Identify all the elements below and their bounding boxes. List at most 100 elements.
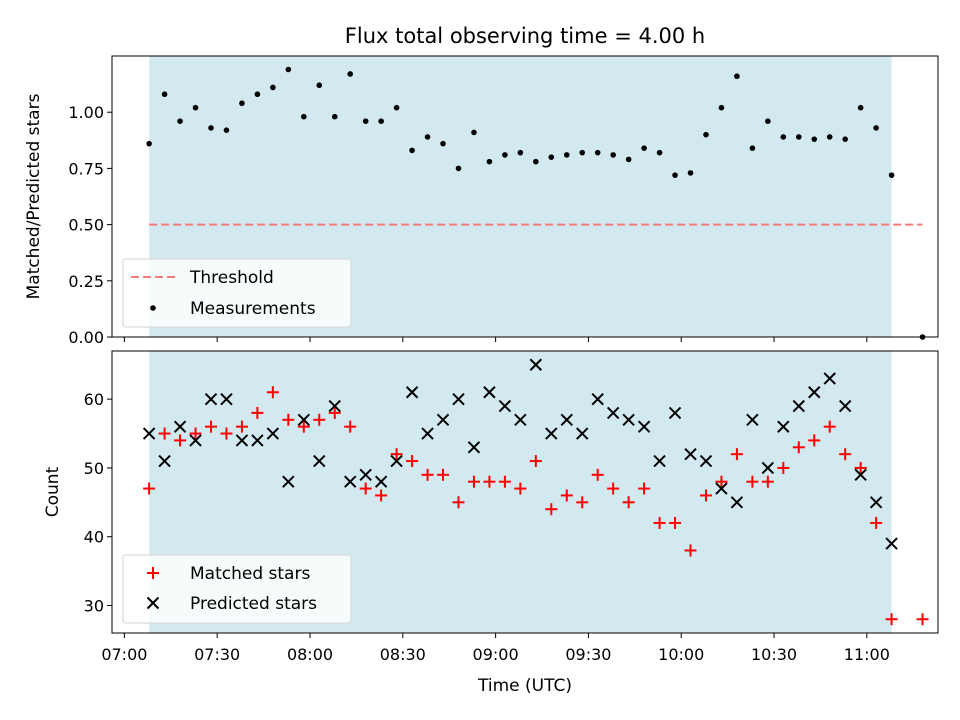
measurement-point — [842, 136, 848, 142]
matched-star-point — [344, 420, 357, 433]
predicted-star-point — [359, 468, 372, 482]
predicted-star-point — [684, 447, 697, 461]
x-tick-label: 07:30 — [194, 645, 240, 664]
legend-measurements-swatch — [150, 305, 156, 311]
matched-star-point — [669, 516, 682, 529]
predicted-star-point — [715, 482, 728, 495]
measurement-point — [146, 140, 152, 147]
predicted-star-point — [452, 392, 465, 406]
y-tick-label: 50 — [84, 459, 104, 478]
bottom-y-ticks: 30 40 50 60 — [84, 390, 112, 615]
predicted-star-point — [854, 468, 867, 482]
matched-star-point — [452, 496, 465, 509]
predicted-star-point — [622, 413, 635, 426]
predicted-star-point — [514, 413, 527, 426]
top-legend: Threshold Measurements — [122, 258, 352, 328]
predicted-star-point — [158, 454, 171, 468]
measurement-point — [409, 147, 415, 154]
bottom-legend-box — [122, 554, 352, 624]
predicted-star-point — [313, 454, 326, 468]
matched-star-point — [730, 448, 743, 461]
measurement-point — [471, 129, 477, 136]
predicted-star-point — [545, 427, 558, 440]
measurement-point — [641, 145, 647, 151]
measurement-point — [811, 136, 818, 142]
measurement-point — [795, 134, 802, 140]
measurement-point — [734, 73, 740, 80]
matched-star-point — [297, 420, 310, 433]
measurement-point — [579, 149, 586, 156]
x-tick-label: 08:00 — [287, 645, 333, 664]
predicted-star-point — [235, 434, 249, 447]
legend-predicted-swatch — [146, 596, 160, 610]
matched-star-point — [143, 482, 156, 495]
matched-star-point — [467, 475, 480, 488]
x-tick-label: 09:00 — [473, 645, 519, 664]
predicted-star-point — [699, 454, 713, 468]
matched-star-point — [885, 613, 898, 626]
y-tick-label: 0.25 — [68, 272, 104, 291]
measurement-point — [424, 134, 431, 140]
matched-star-point — [313, 413, 326, 426]
top-y-ticks: 0.00 0.25 0.50 0.75 1.00 — [68, 103, 112, 347]
top-y-axis-label: Matched/Predicted stars — [24, 93, 44, 299]
matched-star-point — [204, 420, 217, 433]
predicted-star-point — [204, 392, 218, 406]
predicted-star-point — [173, 420, 187, 433]
measurement-point — [378, 118, 384, 124]
bottom-plot-frame — [111, 350, 939, 634]
measurement-point — [177, 118, 183, 124]
matched-stars-points — [143, 386, 929, 626]
matched-star-point — [421, 468, 434, 481]
predicted-star-point — [251, 434, 264, 447]
measurement-point — [888, 172, 895, 178]
matched-star-point — [560, 489, 573, 502]
predicted-star-point — [467, 441, 481, 454]
predicted-star-point — [421, 427, 434, 440]
matched-star-point — [483, 475, 496, 488]
predicted-star-point — [189, 434, 202, 447]
legend-matched-label: Matched stars — [190, 564, 310, 584]
predicted-star-point — [637, 420, 651, 433]
matched-star-point — [545, 503, 558, 516]
matched-star-point — [699, 489, 712, 502]
chart-title: Flux total observing time = 4.00 h — [345, 24, 705, 48]
matched-star-point — [189, 427, 202, 440]
measurement-point — [672, 172, 678, 178]
measurement-point — [285, 66, 292, 73]
y-tick-label: 40 — [84, 528, 104, 547]
matched-star-point — [761, 475, 774, 488]
matched-star-point — [715, 475, 728, 488]
matched-star-point — [359, 482, 372, 495]
bottom-x-ticks: 07:00 07:30 08:00 08:30 09:00 09:30 10:00 10:30… — [101, 633, 890, 664]
predicted-star-point — [297, 413, 311, 426]
matched-star-point — [266, 386, 279, 399]
y-tick-label: 60 — [84, 390, 104, 409]
predicted-star-point — [730, 496, 744, 509]
matched-star-point — [437, 468, 450, 481]
legend-threshold-label: Threshold — [189, 268, 274, 288]
x-tick-label: 07:00 — [101, 645, 147, 664]
predicted-stars-points — [142, 358, 898, 550]
predicted-star-point — [668, 406, 682, 420]
measurement-point — [161, 91, 168, 98]
predicted-star-point — [405, 386, 419, 399]
x-tick-label: 10:30 — [751, 645, 797, 664]
predicted-star-point — [282, 475, 295, 488]
y-tick-label: 1.00 — [68, 103, 104, 122]
predicted-star-point — [808, 386, 821, 399]
measurement-point — [239, 100, 245, 107]
measurement-point — [270, 84, 276, 91]
measurement-point — [765, 118, 771, 124]
predicted-star-point — [591, 392, 604, 406]
predicted-star-point — [436, 413, 450, 426]
predicted-star-point — [344, 475, 357, 488]
measurement-point — [223, 127, 230, 133]
matched-star-point — [854, 461, 867, 474]
measurement-point — [517, 149, 524, 156]
measurement-point — [362, 118, 369, 124]
predicted-star-point — [653, 454, 666, 468]
measurement-point — [826, 134, 833, 140]
top-plot-frame — [111, 55, 939, 338]
